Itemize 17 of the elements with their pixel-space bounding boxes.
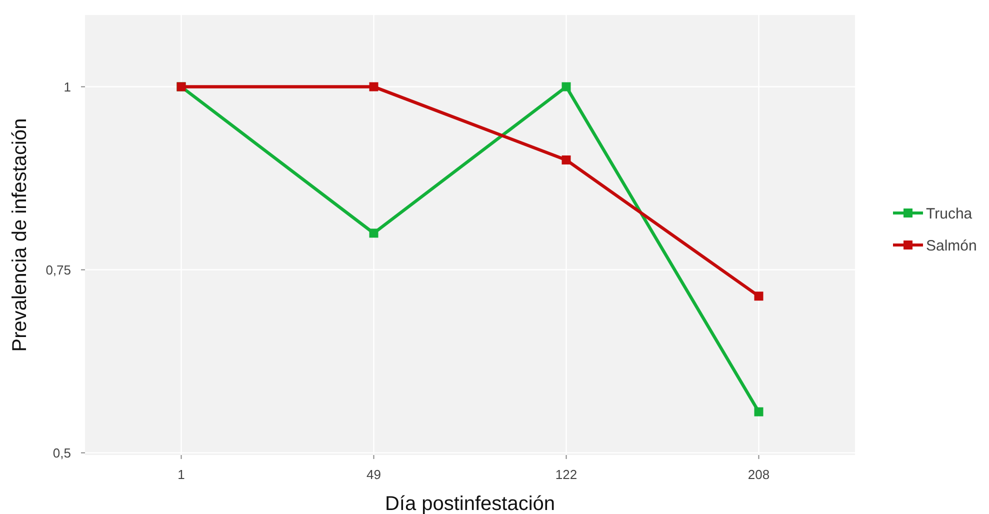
x-tick-label: 49 — [366, 467, 381, 482]
point — [754, 292, 764, 301]
x-tick-label: 1 — [178, 467, 185, 482]
point — [562, 82, 571, 92]
x-axis-title: Día postinfestación — [384, 493, 556, 514]
point — [369, 228, 378, 238]
legend-label: Salmón — [926, 237, 977, 254]
y-axis-title: Prevalencia de infestación — [9, 118, 31, 352]
point — [754, 407, 764, 416]
point — [369, 82, 378, 92]
point — [562, 155, 571, 164]
x-tick-label: 208 — [748, 467, 770, 482]
y-tick-label: 1 — [64, 79, 71, 94]
legend-label: Trucha — [926, 205, 973, 222]
y-tick-label: 0,5 — [52, 445, 71, 460]
x-tick-label: 122 — [555, 467, 578, 482]
y-tick-label: 0,75 — [46, 262, 71, 278]
